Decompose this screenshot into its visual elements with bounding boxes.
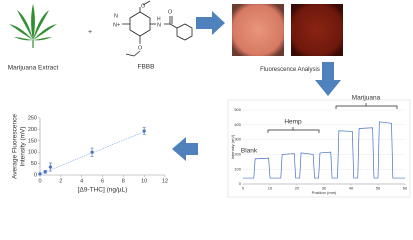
x-tick-label: 10 — [141, 178, 147, 184]
extract-label: Marijuana Extract — [8, 65, 59, 72]
data-point — [38, 172, 42, 176]
x-tick-label: 12 — [162, 178, 168, 184]
data-point — [48, 165, 53, 169]
process-label: Fluorescence Analysis — [260, 67, 320, 73]
atom-label: O — [141, 3, 146, 9]
atom-label: O — [138, 45, 143, 51]
x-tick-label: 60 — [403, 186, 408, 191]
cannabis-leaf — [9, 4, 57, 48]
x-tick-label: 30 — [322, 186, 327, 191]
trace-line — [243, 121, 405, 179]
arrow-right — [196, 11, 225, 35]
plus-sign: + — [88, 29, 92, 36]
data-point — [90, 150, 94, 154]
y-tick-label: 300 — [234, 137, 241, 142]
atom-label: N — [157, 22, 161, 28]
y-tick-label: 100 — [234, 166, 241, 171]
annotation: Blank — [241, 148, 258, 155]
y-tick-label: 0 — [34, 172, 37, 178]
x-tick-label: 0 — [242, 186, 245, 191]
arrow-left — [172, 137, 198, 161]
data-point — [142, 129, 146, 133]
x-tick-label: 8 — [122, 178, 125, 184]
trace-panel — [227, 99, 411, 198]
atom-label: H — [157, 16, 161, 22]
x-axis-label: [Δ9-THC] (ng/µL) — [78, 187, 128, 194]
y-tick-label: 100 — [28, 150, 37, 156]
x-tick-label: 4 — [80, 178, 83, 184]
x-tick-label: 0 — [38, 178, 41, 184]
y-tick-label: 50 — [31, 161, 37, 167]
annotation-brackets — [267, 103, 398, 133]
annotation: Marijuana — [352, 95, 381, 102]
y-tick-label: 150 — [28, 138, 37, 144]
atom-label: N+ — [113, 22, 120, 28]
y-tick-label: 500 — [234, 107, 241, 112]
x-tick-label: 20 — [295, 186, 300, 191]
x-tick-label: 40 — [349, 186, 354, 191]
graphical-abstract: Marijuana Extract + N N+ O O H N O FBBB … — [8, 0, 411, 198]
x-tick-label: 6 — [101, 178, 104, 184]
atom-label: N — [114, 13, 118, 19]
x-tick-label: 10 — [268, 186, 273, 191]
atom-label: O — [168, 9, 173, 15]
sample-square-dark — [291, 4, 343, 56]
sample-square-light — [232, 4, 284, 56]
y-axis-label: Average Fluorescence — [12, 114, 19, 179]
annotation: Hemp — [284, 119, 302, 126]
arrow-down — [315, 62, 341, 96]
x-tick-label: 2 — [59, 178, 62, 184]
x-axis-label: Position (mm) — [312, 190, 337, 195]
y-tick-label: 200 — [234, 151, 241, 156]
y-axis-label: Intensity (mV) — [20, 126, 27, 166]
process-label: Fluorescence Analysis — [260, 67, 320, 73]
y-tick-label: 400 — [234, 122, 241, 127]
data-point — [43, 170, 47, 174]
y-axis-label: Intensity (mV) — [230, 134, 235, 159]
y-tick-label: 0 — [239, 181, 242, 186]
y-tick-label: 250 — [28, 115, 37, 121]
y-tick-label: 200 — [28, 127, 37, 133]
x-tick-label: 50 — [376, 186, 381, 191]
reagent-label: FBBB — [138, 64, 155, 71]
fbbb-structure — [122, 0, 193, 57]
